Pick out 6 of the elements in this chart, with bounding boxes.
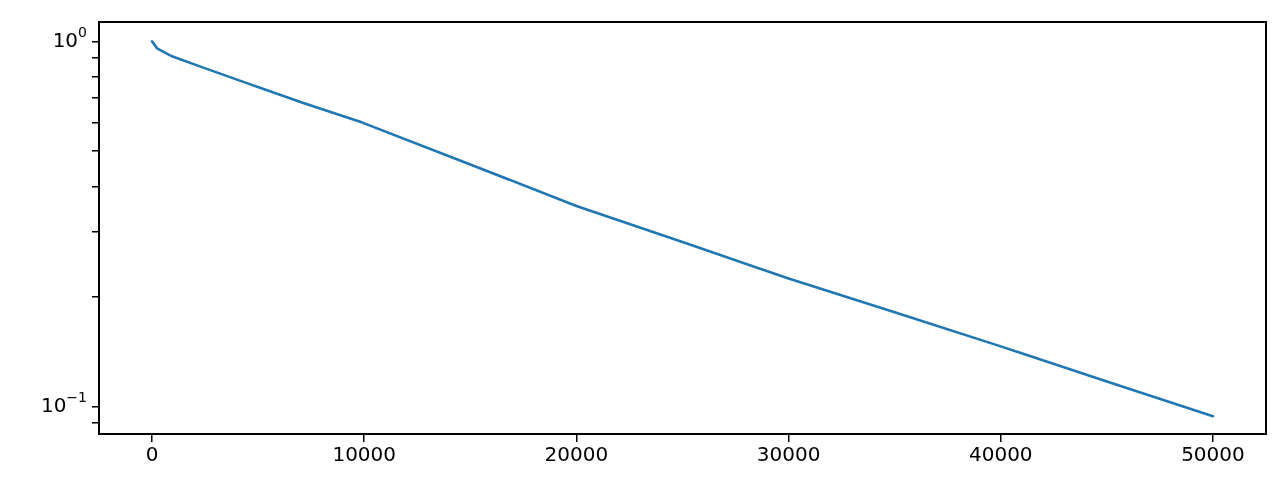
x-tick-label: 40000 — [968, 442, 1033, 467]
x-tick-label: 30000 — [756, 442, 821, 467]
x-tick-label: 0 — [145, 442, 159, 467]
x-tick-label: 50000 — [1181, 442, 1245, 467]
x-tick-label: 20000 — [544, 442, 609, 467]
x-tick-label: 10000 — [332, 442, 397, 467]
